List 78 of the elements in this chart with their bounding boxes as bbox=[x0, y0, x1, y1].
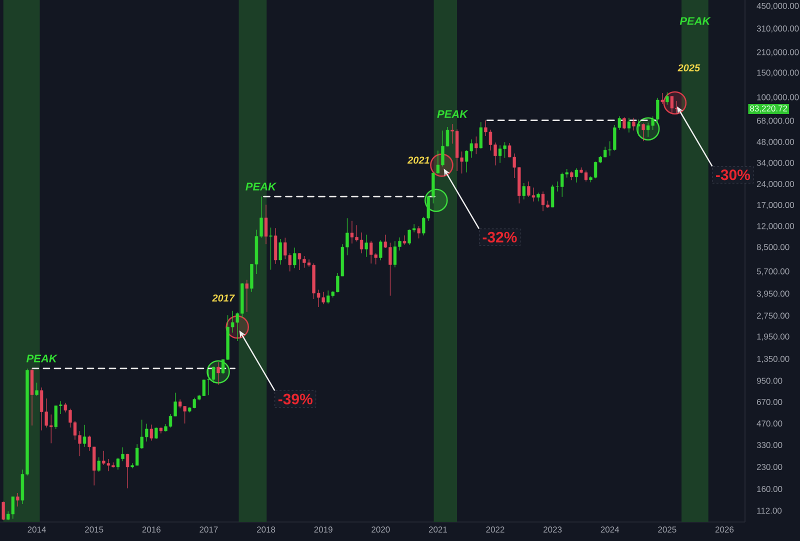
candlestick bbox=[126, 454, 130, 489]
candlestick bbox=[479, 122, 483, 149]
y-tick-label: 68,000.00 bbox=[756, 118, 794, 125]
y-tick-label: 1,350.00 bbox=[757, 356, 790, 363]
candlestick bbox=[364, 234, 368, 258]
candlestick bbox=[97, 456, 100, 472]
y-tick-label: 160.00 bbox=[757, 486, 782, 492]
x-tick-label: 2018 bbox=[256, 526, 276, 533]
x-tick-label: 2022 bbox=[486, 526, 504, 533]
x-tick-label: 2020 bbox=[372, 526, 390, 533]
candlestick bbox=[670, 96, 674, 114]
y-tick-label: 17,000.00 bbox=[757, 202, 794, 209]
annotation: PEAK bbox=[246, 182, 277, 190]
text: 83,220.72 bbox=[750, 105, 788, 112]
candlestick bbox=[666, 92, 669, 106]
candlestick bbox=[417, 226, 420, 239]
candlestick bbox=[642, 123, 645, 142]
x-tick-label: 2017 bbox=[200, 526, 218, 533]
x-tick-label: 2026 bbox=[715, 526, 734, 533]
candlestick bbox=[474, 136, 478, 154]
y-tick-label: 24,000.00 bbox=[756, 181, 794, 188]
y-tick-label: 1,950.00 bbox=[757, 334, 790, 341]
y-tick-label: 670.00 bbox=[756, 398, 782, 405]
y-tick-label: 450,000.00 bbox=[756, 2, 799, 10]
x-tick-label: 2023 bbox=[544, 526, 562, 533]
y-tick-label: 230.00 bbox=[756, 464, 782, 470]
candlestick bbox=[636, 119, 640, 136]
candlestick bbox=[82, 424, 86, 448]
x-tick-label: 2014 bbox=[28, 526, 46, 533]
y-tick-label: 330.00 bbox=[756, 442, 782, 448]
candlestick bbox=[264, 204, 268, 244]
annotation: 2017 bbox=[212, 294, 235, 302]
x-tick-label: 2015 bbox=[85, 526, 104, 533]
y-tick-label: 100,000.00 bbox=[757, 94, 799, 102]
annotation: -39% bbox=[278, 394, 312, 404]
candlestick bbox=[2, 501, 5, 520]
y-tick-label: 112.00 bbox=[757, 508, 782, 514]
annotation: -30% bbox=[716, 170, 750, 180]
candlestick bbox=[278, 238, 282, 265]
candlestick bbox=[379, 240, 382, 261]
candlestick bbox=[627, 118, 631, 133]
y-tick-label: 150,000.00 bbox=[757, 70, 799, 77]
candlestick bbox=[402, 235, 406, 246]
annotation: 2025 bbox=[678, 64, 700, 72]
candlestick bbox=[522, 182, 526, 200]
y-tick-label: 12,000.00 bbox=[757, 223, 794, 230]
candlestick bbox=[269, 227, 272, 270]
candlestick bbox=[245, 280, 249, 312]
candlestick bbox=[293, 247, 296, 268]
candlestick bbox=[574, 168, 578, 183]
y-tick-label: 34,000.00 bbox=[756, 160, 794, 167]
x-tick-label: 2019 bbox=[314, 526, 332, 533]
x-tick-label: 2024 bbox=[600, 526, 620, 533]
x-tick-label: 2025 bbox=[658, 526, 676, 533]
annotation: PEAK bbox=[437, 110, 468, 118]
candlestick bbox=[35, 382, 38, 396]
y-tick-label: 3,950.00 bbox=[756, 290, 790, 298]
annotation: -32% bbox=[482, 232, 517, 242]
y-tick-label: 5,700.00 bbox=[756, 268, 790, 276]
x-tick-label: 2021 bbox=[428, 526, 447, 533]
y-tick-label: 8,500.00 bbox=[756, 244, 790, 252]
annotation: PEAK bbox=[26, 354, 58, 362]
candlestick bbox=[660, 92, 664, 104]
y-tick-label: 2,750.00 bbox=[756, 312, 790, 320]
candlestick bbox=[216, 362, 220, 386]
x-tick-label: 2016 bbox=[142, 526, 160, 533]
candlestick bbox=[622, 116, 626, 130]
candlestick bbox=[632, 118, 636, 131]
y-tick-label: 470.00 bbox=[756, 420, 782, 427]
y-tick-label: 950.00 bbox=[756, 378, 782, 384]
annotation: 2021 bbox=[407, 156, 430, 164]
y-tick-label: 210,000.00 bbox=[756, 49, 799, 56]
candlestick bbox=[154, 427, 158, 440]
candlestick bbox=[16, 492, 20, 507]
y-tick-label: 310,000.00 bbox=[756, 26, 799, 33]
candlestick bbox=[150, 424, 153, 441]
annotation: PEAK bbox=[680, 17, 711, 25]
y-tick-label: 48,000.00 bbox=[756, 138, 794, 146]
